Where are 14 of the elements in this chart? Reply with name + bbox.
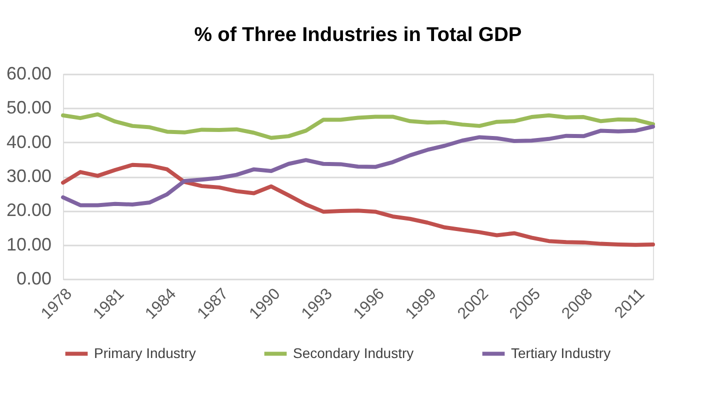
line-series	[61, 124, 655, 208]
y-tick-label: 60.00	[6, 64, 52, 84]
legend-label: Tertiary Industry	[511, 344, 611, 361]
y-tick-label: 30.00	[6, 166, 52, 186]
y-tick-label: 10.00	[6, 234, 52, 254]
line-series	[61, 112, 655, 140]
y-tick-label: 50.00	[6, 98, 52, 118]
legend-label: Secondary Industry	[293, 344, 414, 361]
y-tick-label: 40.00	[6, 132, 52, 152]
y-tick-label: 0.00	[16, 268, 52, 288]
line-series	[61, 162, 655, 247]
chart-title: % of Three Industries in Total GDP	[194, 24, 522, 46]
legend-label: Primary Industry	[94, 344, 196, 361]
y-tick-label: 20.00	[6, 200, 52, 220]
